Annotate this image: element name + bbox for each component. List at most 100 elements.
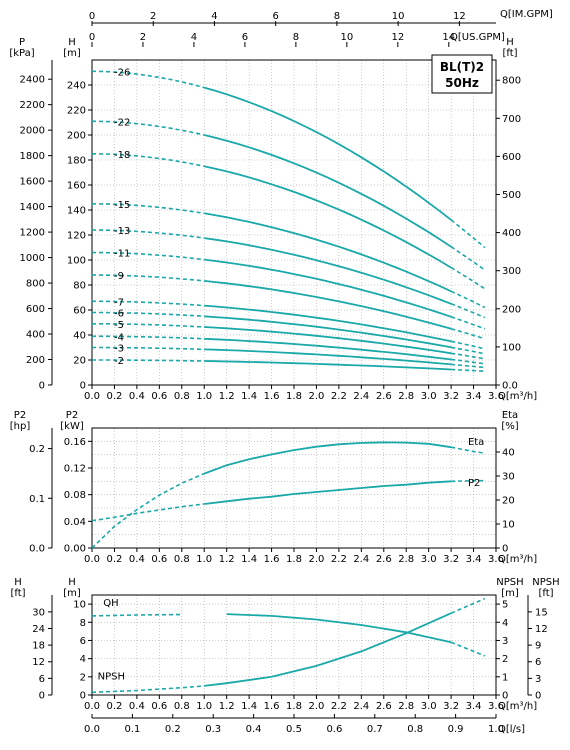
npsh-curve-label: NPSH — [98, 672, 125, 683]
npsh-panel-xtick-label: 0.2 — [106, 701, 122, 712]
head-curve-5-dashed-end — [450, 352, 485, 360]
ls-tick-label: 0.0 — [84, 724, 100, 735]
head-ft-ytick-label: 800 — [502, 76, 521, 87]
head-curve-4-dashed-end — [451, 358, 485, 365]
npsh-m-axis-label: NPSH — [496, 577, 523, 588]
npsh-panel-xtick-label: 3.6 — [488, 701, 504, 712]
npsh-h-ft-tick-label: 12 — [32, 657, 45, 668]
npsh-ft-axis-label: [ft] — [538, 588, 553, 599]
imp-gpm-tick-label: 2 — [150, 11, 156, 22]
power-panel-xtick-label: 0.2 — [106, 554, 122, 565]
head-curve-2-dashed-start — [92, 359, 205, 362]
npsh-h-ft-axis-label: [ft] — [10, 588, 25, 599]
ls-tick-label: 0.6 — [326, 724, 342, 735]
npsh-panel-xtick-label: 0.8 — [174, 701, 190, 712]
head-curve-6-solid — [204, 315, 452, 349]
npsh-h-m-ytick-label: 8 — [80, 618, 86, 629]
head-curve-4-dashed-start — [92, 335, 205, 340]
kw-axis-label: P2 — [66, 410, 78, 421]
head-panel-xtick-label: 2.6 — [376, 391, 392, 402]
head-panel-xtick-label: 1.4 — [241, 391, 257, 402]
hp-tick-label: 0.2 — [29, 444, 45, 455]
head-m-axis-label: [m] — [63, 48, 81, 59]
head-curve-15-dashed-start — [91, 203, 205, 215]
head-panel-xtick-label: 0.8 — [174, 391, 190, 402]
head-panel-xtick-label: 0.2 — [106, 391, 122, 402]
npsh-h-ft-axis-label: H — [14, 577, 22, 588]
npsh-ft-tick-label: 0 — [535, 691, 541, 702]
ls-tick-label: 0.7 — [367, 724, 383, 735]
ls-tick-label: 0.1 — [124, 724, 140, 735]
eta-curve-label: Eta — [468, 437, 484, 448]
npsh-h-m-axis-label: [m] — [63, 588, 81, 599]
ls-tick-label: 0.4 — [246, 724, 262, 735]
p2-curve-dashed-start — [91, 503, 205, 522]
imp-gpm-tick-label: 4 — [211, 11, 217, 22]
power-panel-xtick-label: 2.0 — [308, 554, 324, 565]
head-ft-ytick-label: 100 — [502, 342, 521, 353]
npsh-curve-dashed-end — [450, 597, 486, 614]
power-panel-xtick-label: 3.0 — [421, 554, 437, 565]
ls-tick-label: 0.3 — [205, 724, 221, 735]
npsh-m-ytick-label: 2 — [502, 654, 508, 665]
hp-axis-label: P2 — [14, 410, 26, 421]
npsh-h-ft-tick-label: 0 — [39, 691, 45, 702]
imp-gpm-axis-label: Q[IM.GPM] — [500, 9, 553, 20]
p2-curve-label: P2 — [468, 478, 480, 489]
head-curve-4-solid — [204, 337, 452, 361]
head-m-ytick-label: 80 — [73, 281, 86, 292]
model-name: BL(T)2 — [440, 60, 484, 74]
npsh-h-ft-tick-label: 30 — [32, 607, 45, 618]
kpa-tick-label: 0 — [39, 381, 45, 392]
head-curve-6-dashed-end — [450, 346, 485, 355]
npsh-m-ytick-label: 5 — [502, 600, 508, 611]
us-gpm-tick-label: 4 — [191, 32, 197, 43]
npsh-h-m-ytick-label: 0 — [80, 691, 86, 702]
kpa-tick-label: 1000 — [20, 253, 45, 264]
us-gpm-tick-label: 10 — [340, 32, 353, 43]
eta-curve-solid — [203, 441, 452, 475]
npsh-panel-xtick-label: 0.0 — [84, 701, 100, 712]
kw-ytick-label: 0.16 — [64, 437, 86, 448]
power-panel-xtick-label: 2.2 — [331, 554, 347, 565]
head-ft-ytick-label: 200 — [502, 304, 521, 315]
npsh-m-ytick-label: 1 — [502, 672, 508, 683]
head-curve-label-22: -22 — [114, 117, 130, 128]
ls-axis-label: Q[l/s] — [498, 724, 525, 735]
head-panel-xtick-label: 0.4 — [129, 391, 145, 402]
npsh-curve-solid — [204, 612, 452, 687]
head-x-axis-label: Q[m³/h] — [498, 391, 537, 402]
grid-layer — [91, 60, 497, 695]
head-panel-xtick-label: 2.0 — [308, 391, 324, 402]
kpa-tick-label: 2400 — [20, 75, 45, 86]
kpa-tick-label: 1200 — [20, 228, 45, 239]
kpa-tick-label: 1600 — [20, 177, 45, 188]
power-panel-xtick-label: 1.6 — [264, 554, 280, 565]
head-curve-15-dashed-end — [450, 290, 486, 309]
label-layer: 0 2 4 6 8 10 12 Q[IM.GPM]0 2 4 6 8 10 12 14Q[US.GPM]0.… — [9, 9, 559, 735]
power-panel-xtick-label: 1.8 — [286, 554, 302, 565]
eta-ytick-label: 40 — [502, 448, 515, 459]
head-curve-3-solid — [204, 348, 452, 366]
npsh-panel-xtick-label: 1.0 — [196, 701, 212, 712]
us-gpm-tick-label: 14 — [442, 32, 455, 43]
power-panel-xtick-label: 1.4 — [241, 554, 257, 565]
npsh-panel-xtick-label: 3.2 — [443, 701, 459, 712]
power-panel-xtick-label: 1.2 — [219, 554, 235, 565]
head-m-ytick-label: 160 — [67, 181, 86, 192]
p2-curve-dashed-end — [451, 479, 485, 483]
kw-ytick-label: 0.12 — [64, 464, 86, 475]
axis-layer — [48, 21, 532, 719]
head-ft-ytick-label: 600 — [502, 152, 521, 163]
head-panel-xtick-label: 3.0 — [421, 391, 437, 402]
head-curve-13-dashed-end — [450, 303, 486, 319]
head-panel-xtick-label: 0.0 — [84, 391, 100, 402]
head-curve-5-solid — [204, 326, 452, 355]
head-ft-ytick-label: 0.0 — [502, 381, 518, 392]
head-panel-xtick-label: 3.4 — [466, 391, 482, 402]
head-curve-3-dashed-end — [451, 363, 485, 369]
head-panel-xtick-label: 0.6 — [151, 391, 167, 402]
head-curve-label-9: -9 — [114, 271, 124, 282]
npsh-h-ft-tick-label: 18 — [32, 641, 45, 652]
kw-ytick-label: 0.04 — [64, 517, 86, 528]
